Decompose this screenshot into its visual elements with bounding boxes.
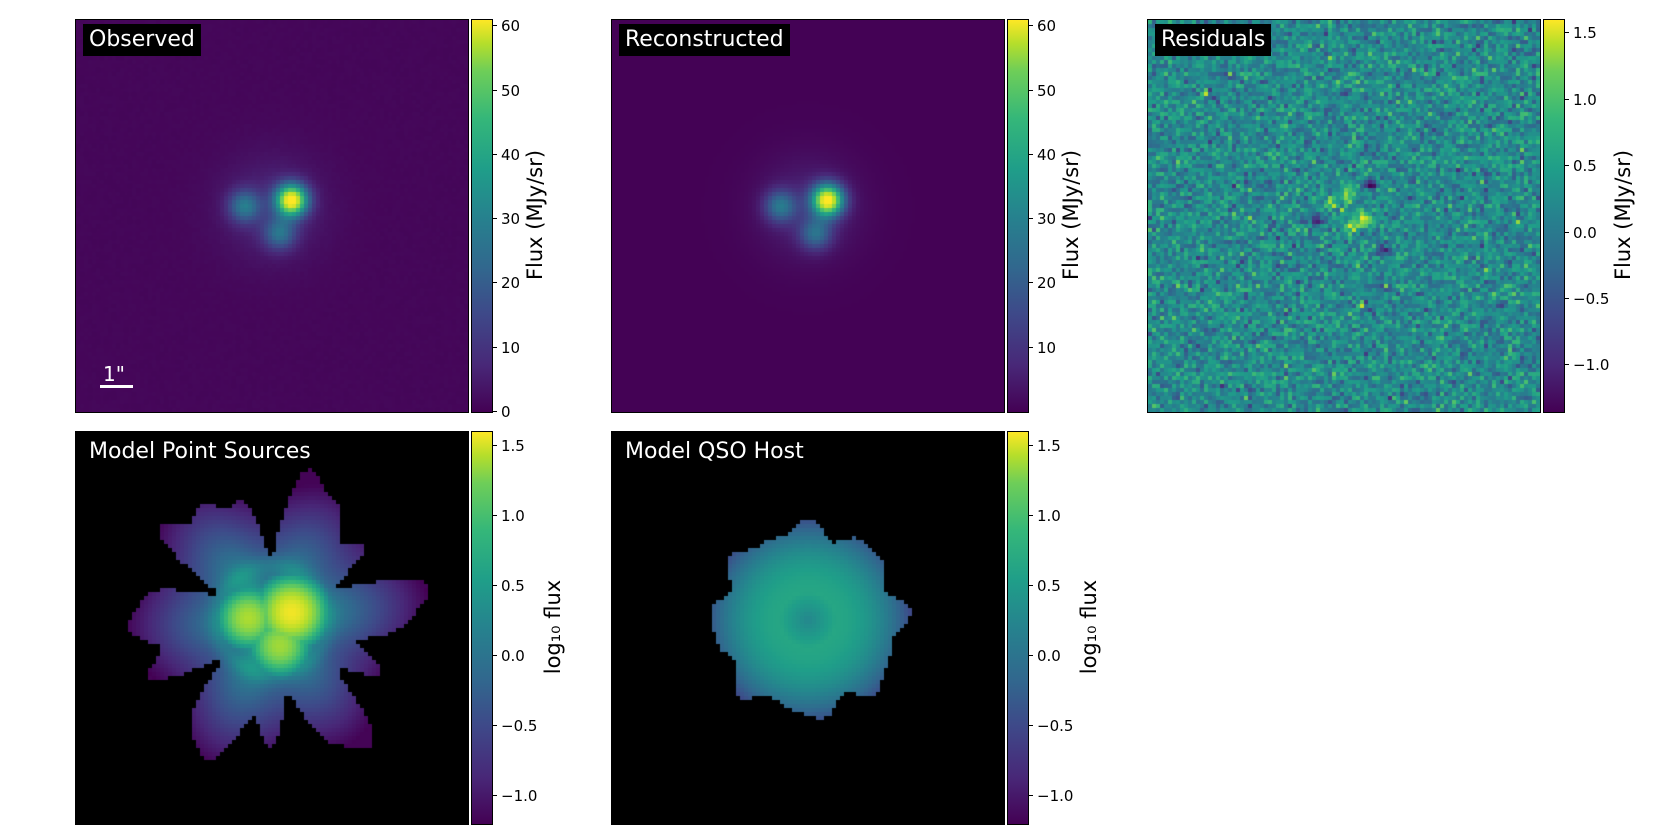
colorbar-tick	[1564, 364, 1569, 366]
observed-image	[76, 20, 468, 412]
panel-title: Model Point Sources	[89, 439, 311, 464]
model-point-sources-image	[76, 432, 468, 824]
colorbar-tick-label: 1.5	[1037, 437, 1061, 455]
colorbar-tick	[1564, 231, 1569, 233]
colorbar-tick	[1028, 25, 1033, 27]
colorbar-label: Flux (MJy/sr)	[1611, 149, 1635, 281]
colorbar-tick	[492, 725, 497, 726]
colorbar-tick	[1564, 32, 1569, 34]
colorbar-tick-label: 40	[1037, 145, 1057, 164]
colorbar-tick	[492, 346, 497, 348]
reconstructed-image	[612, 20, 1004, 412]
colorbar-tick	[492, 25, 497, 27]
colorbar-tick-label: 10	[1037, 338, 1057, 357]
colorbar-tick	[1028, 515, 1033, 516]
colorbar-tick	[492, 585, 497, 586]
colorbar-label: log₁₀ flux	[1077, 579, 1101, 675]
colorbar-label: Flux (MJy/sr)	[1059, 149, 1083, 281]
panel-title: Reconstructed	[619, 24, 790, 56]
colorbar-tick-label: 20	[1037, 274, 1057, 293]
panel-title: Observed	[83, 24, 201, 56]
colorbar-tick-label: −0.5	[501, 717, 538, 735]
colorbar-tick	[492, 218, 497, 220]
colorbar-tick-label: 10	[501, 338, 521, 357]
residuals-colorbar	[1543, 19, 1565, 413]
colorbar-tick	[1028, 282, 1033, 284]
colorbar-tick	[1028, 725, 1033, 726]
colorbar-tick-label: 50	[501, 81, 521, 100]
model-qso-host-panel: Model QSO Host	[611, 431, 1005, 825]
colorbar-tick-label: 1.5	[501, 437, 525, 455]
panel-title: Model QSO Host	[625, 439, 804, 464]
colorbar-tick-label: 40	[501, 145, 521, 164]
reconstructed-colorbar	[1007, 19, 1029, 413]
colorbar-tick	[492, 411, 497, 412]
colorbar-tick	[1028, 445, 1033, 446]
colorbar-tick	[1564, 165, 1569, 167]
colorbar-tick	[492, 153, 497, 155]
colorbar-tick-label: 0.0	[501, 647, 525, 665]
model-qso-host-colorbar	[1007, 431, 1029, 825]
colorbar-tick-label: 30	[1037, 210, 1057, 229]
colorbar-tick-label: −0.5	[1037, 717, 1074, 735]
colorbar-tick	[1564, 98, 1569, 100]
colorbar-tick-label: 30	[501, 210, 521, 229]
observed-panel: Observed 1"	[75, 19, 469, 413]
residuals-panel: Residuals	[1147, 19, 1541, 413]
colorbar-tick-label: −1.0	[1573, 356, 1610, 375]
colorbar-tick-label: −0.5	[1573, 290, 1610, 309]
colorbar-tick-label: 0.5	[1037, 577, 1061, 595]
colorbar-tick	[492, 282, 497, 284]
colorbar-tick-label: 60	[1037, 17, 1057, 36]
colorbar-tick	[492, 89, 497, 91]
reconstructed-panel: Reconstructed	[611, 19, 1005, 413]
scale-bar	[100, 385, 133, 388]
colorbar-tick-label: −1.0	[501, 787, 538, 805]
colorbar-tick-label: 20	[501, 274, 521, 293]
colorbar-tick	[1028, 346, 1033, 348]
colorbar-tick-label: 1.0	[501, 507, 525, 525]
colorbar-tick	[1564, 298, 1569, 300]
colorbar-tick	[1028, 89, 1033, 91]
colorbar-tick	[492, 445, 497, 446]
colorbar-tick	[1028, 795, 1033, 796]
colorbar-tick-label: 1.5	[1573, 24, 1597, 43]
colorbar-tick-label: 60	[501, 17, 521, 36]
colorbar-tick-label: 50	[1037, 81, 1057, 100]
residuals-image	[1148, 20, 1540, 412]
colorbar-tick	[492, 655, 497, 656]
colorbar-tick-label: 0.0	[1037, 647, 1061, 665]
observed-colorbar	[471, 19, 493, 413]
colorbar-label: Flux (MJy/sr)	[523, 149, 547, 281]
colorbar-tick-label: 0.5	[1573, 157, 1597, 176]
colorbar-tick	[492, 515, 497, 516]
panel-title: Residuals	[1155, 24, 1272, 56]
colorbar-tick-label: −1.0	[1037, 787, 1074, 805]
model-point-sources-panel: Model Point Sources	[75, 431, 469, 825]
model-point-sources-colorbar	[471, 431, 493, 825]
scale-bar-label: 1"	[103, 362, 125, 386]
colorbar-tick	[1028, 655, 1033, 656]
colorbar-tick-label: 0.5	[501, 577, 525, 595]
colorbar-tick-label: 0	[501, 403, 511, 421]
colorbar-tick-label: 0.0	[1573, 223, 1597, 242]
colorbar-tick	[1028, 153, 1033, 155]
colorbar-label: log₁₀ flux	[541, 579, 565, 675]
model-qso-host-image	[612, 432, 1004, 824]
colorbar-tick	[1028, 585, 1033, 586]
colorbar-tick	[1028, 218, 1033, 220]
colorbar-tick-label: 1.0	[1037, 507, 1061, 525]
colorbar-tick-label: 1.0	[1573, 90, 1597, 109]
colorbar-tick	[492, 795, 497, 796]
